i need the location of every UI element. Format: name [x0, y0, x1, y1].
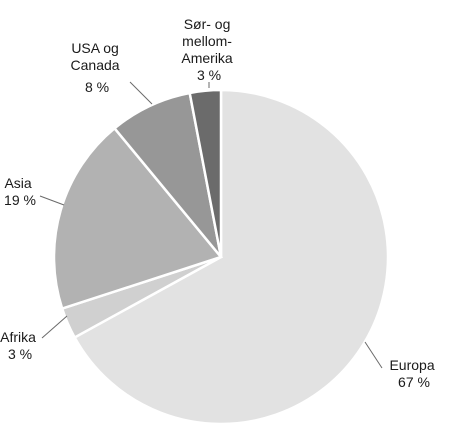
pie-slices: [52, 88, 390, 426]
leader-usa: [129, 81, 153, 105]
leader-lines: [39, 81, 383, 369]
label-sor-line3: Amerika: [181, 50, 233, 66]
leader-europa: [364, 341, 383, 369]
label-sor-line2: mellom-: [182, 33, 232, 49]
slice-europa: [72, 88, 390, 426]
label-usa-line1: USA og: [71, 40, 118, 56]
label-asia-value: 19 %: [4, 192, 36, 208]
label-afrika-value: 3 %: [8, 346, 32, 362]
label-sor-value: 3 %: [197, 67, 221, 83]
slice-asia: [52, 126, 224, 311]
label-afrika-name: Afrika: [0, 329, 36, 345]
label-usa-og-canada: USA og Canada 8 %: [71, 40, 124, 95]
label-europa: Europa 67 %: [389, 357, 438, 390]
label-asia-name: Asia: [4, 175, 31, 191]
label-asia: Asia 19 %: [4, 175, 36, 208]
label-sor-og-mellom-amerika: Sør- og mellom- Amerika 3 %: [181, 16, 236, 83]
label-europa-name: Europa: [389, 357, 434, 373]
leader-asia: [39, 195, 65, 206]
slice-sør-og-mellom-amerika: [188, 88, 223, 258]
label-usa-line2: Canada: [71, 57, 120, 73]
leader-afrika: [41, 315, 68, 339]
label-sor-line1: Sør- og: [184, 16, 231, 32]
label-afrika: Afrika 3 %: [0, 329, 40, 362]
label-usa-value: 8 %: [85, 79, 109, 95]
label-europa-value: 67 %: [398, 374, 430, 390]
